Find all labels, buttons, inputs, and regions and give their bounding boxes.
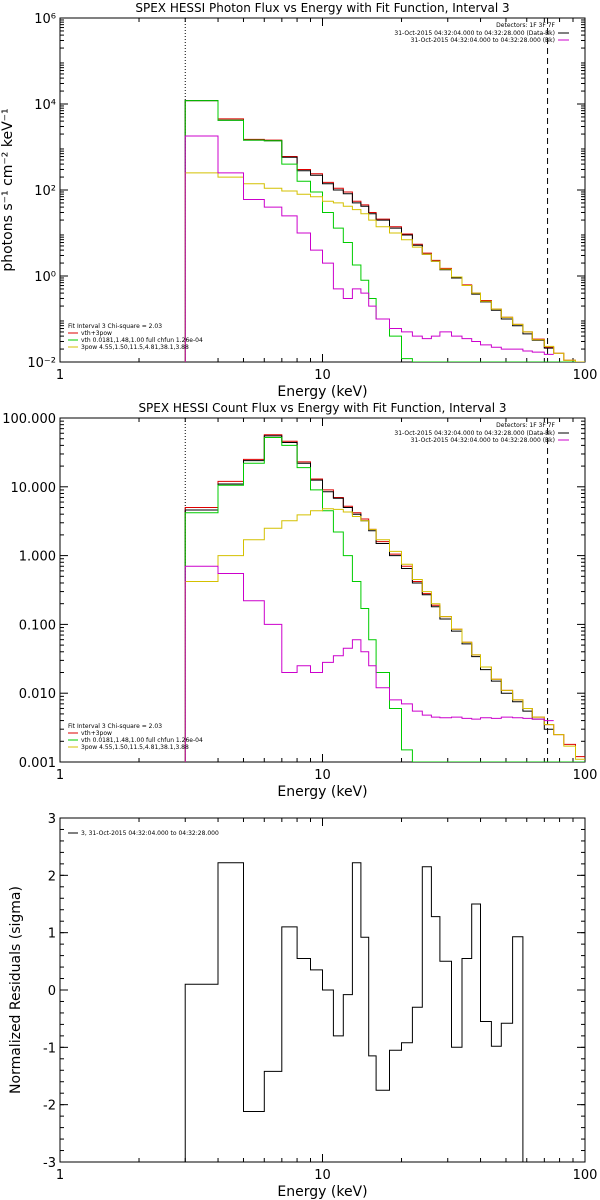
- y-tick-label: -2: [43, 1099, 56, 1114]
- legend-header: Detectors: 1F 3F 7F: [496, 22, 555, 29]
- legend-entry-label: 3, 31-Oct-2015 04:32:04.000 to 04:32:28.…: [81, 830, 219, 837]
- x-axis-label: Energy (keV): [277, 384, 367, 400]
- legend-entry-label: 31-Oct-2015 04:32:04.000 to 04:32:28.000…: [394, 430, 555, 437]
- y-tick-label: 1.000: [19, 550, 56, 565]
- legend-entry-label: vth+3pow: [81, 730, 112, 737]
- legend-entry-label: 31-Oct-2015 04:32:04.000 to 04:32:28.000…: [411, 437, 555, 444]
- y-tick-label: -3: [43, 1156, 56, 1171]
- legend-entry-label: 31-Oct-2015 04:32:04.000 to 04:32:28.000…: [411, 37, 555, 44]
- series-3pow: [184, 172, 585, 362]
- x-axis-label: Energy (keV): [277, 784, 367, 800]
- plot-frame: [59, 17, 586, 363]
- legend-entry-label: vth 0.0181,1.48,1.00 full chfun 1.26e-04: [81, 737, 203, 744]
- x-tick-label: 10: [314, 368, 331, 383]
- x-axis-label: Energy (keV): [277, 1184, 367, 1200]
- y-tick-label: 3: [48, 812, 56, 827]
- legend-entry-label: 3pow 4.55,1.50,11.5,4.81,38.1,3.88: [81, 744, 189, 751]
- x-tick-label: 100: [573, 1168, 598, 1183]
- legend-header: Detectors: 1F 3F 7F: [496, 422, 555, 429]
- y-tick-label: 10.000: [11, 481, 57, 496]
- y-tick-label: 10⁴: [34, 98, 56, 113]
- legend-entry-label: 31-Oct-2015 04:32:04.000 to 04:32:28.000…: [394, 30, 555, 37]
- y-tick-label: 1: [48, 927, 56, 942]
- y-tick-label: 10⁰: [34, 270, 56, 285]
- series-bk: [184, 135, 554, 362]
- series-vth: [184, 437, 585, 762]
- chart-title: SPEX HESSI Photon Flux vs Energy with Fi…: [135, 1, 509, 15]
- y-tick-label: 100.000: [2, 412, 56, 427]
- legend-header: Fit Interval 3 Chi-square = 2.03: [68, 723, 162, 730]
- y-tick-label: 10⁻²: [27, 356, 56, 371]
- legend-entry-label: vth 0.0181,1.48,1.00 full chfun 1.26e-04: [81, 337, 203, 344]
- plot-frame: [59, 417, 586, 763]
- series-residuals: [184, 862, 524, 1162]
- x-tick-label: 10: [314, 768, 331, 783]
- series-bk: [184, 565, 554, 762]
- legend-header: Fit Interval 3 Chi-square = 2.03: [68, 323, 162, 330]
- x-tick-label: 100: [573, 768, 598, 783]
- y-axis-label: photons s⁻¹ cm⁻² keV⁻¹: [0, 108, 16, 271]
- series-vth+3pow: [184, 434, 585, 762]
- y-tick-label: 10²: [34, 184, 56, 199]
- y-tick-label: 10⁶: [34, 12, 56, 27]
- series-data-bk: [184, 100, 554, 362]
- y-tick-label: -1: [43, 1041, 56, 1056]
- x-tick-label: 10: [314, 1168, 331, 1183]
- x-tick-label: 1: [56, 768, 64, 783]
- x-tick-label: 1: [56, 368, 64, 383]
- chart-title: SPEX HESSI Count Flux vs Energy with Fit…: [138, 401, 506, 415]
- x-tick-label: 100: [573, 368, 598, 383]
- legend-entry-label: vth+3pow: [81, 330, 112, 337]
- legend-entry-label: 3pow 4.55,1.50,11.5,4.81,38.1,3.88: [81, 344, 189, 351]
- y-tick-label: 0: [48, 984, 56, 999]
- series-vth: [184, 100, 585, 362]
- y-tick-label: 0.001: [19, 756, 56, 771]
- y-axis-label: Normalized Residuals (sigma): [8, 886, 24, 1094]
- y-tick-label: 0.010: [19, 687, 56, 702]
- series-3pow: [184, 508, 585, 762]
- y-tick-label: 2: [48, 869, 56, 884]
- y-tick-label: 0.100: [19, 618, 56, 633]
- x-tick-label: 1: [56, 1168, 64, 1183]
